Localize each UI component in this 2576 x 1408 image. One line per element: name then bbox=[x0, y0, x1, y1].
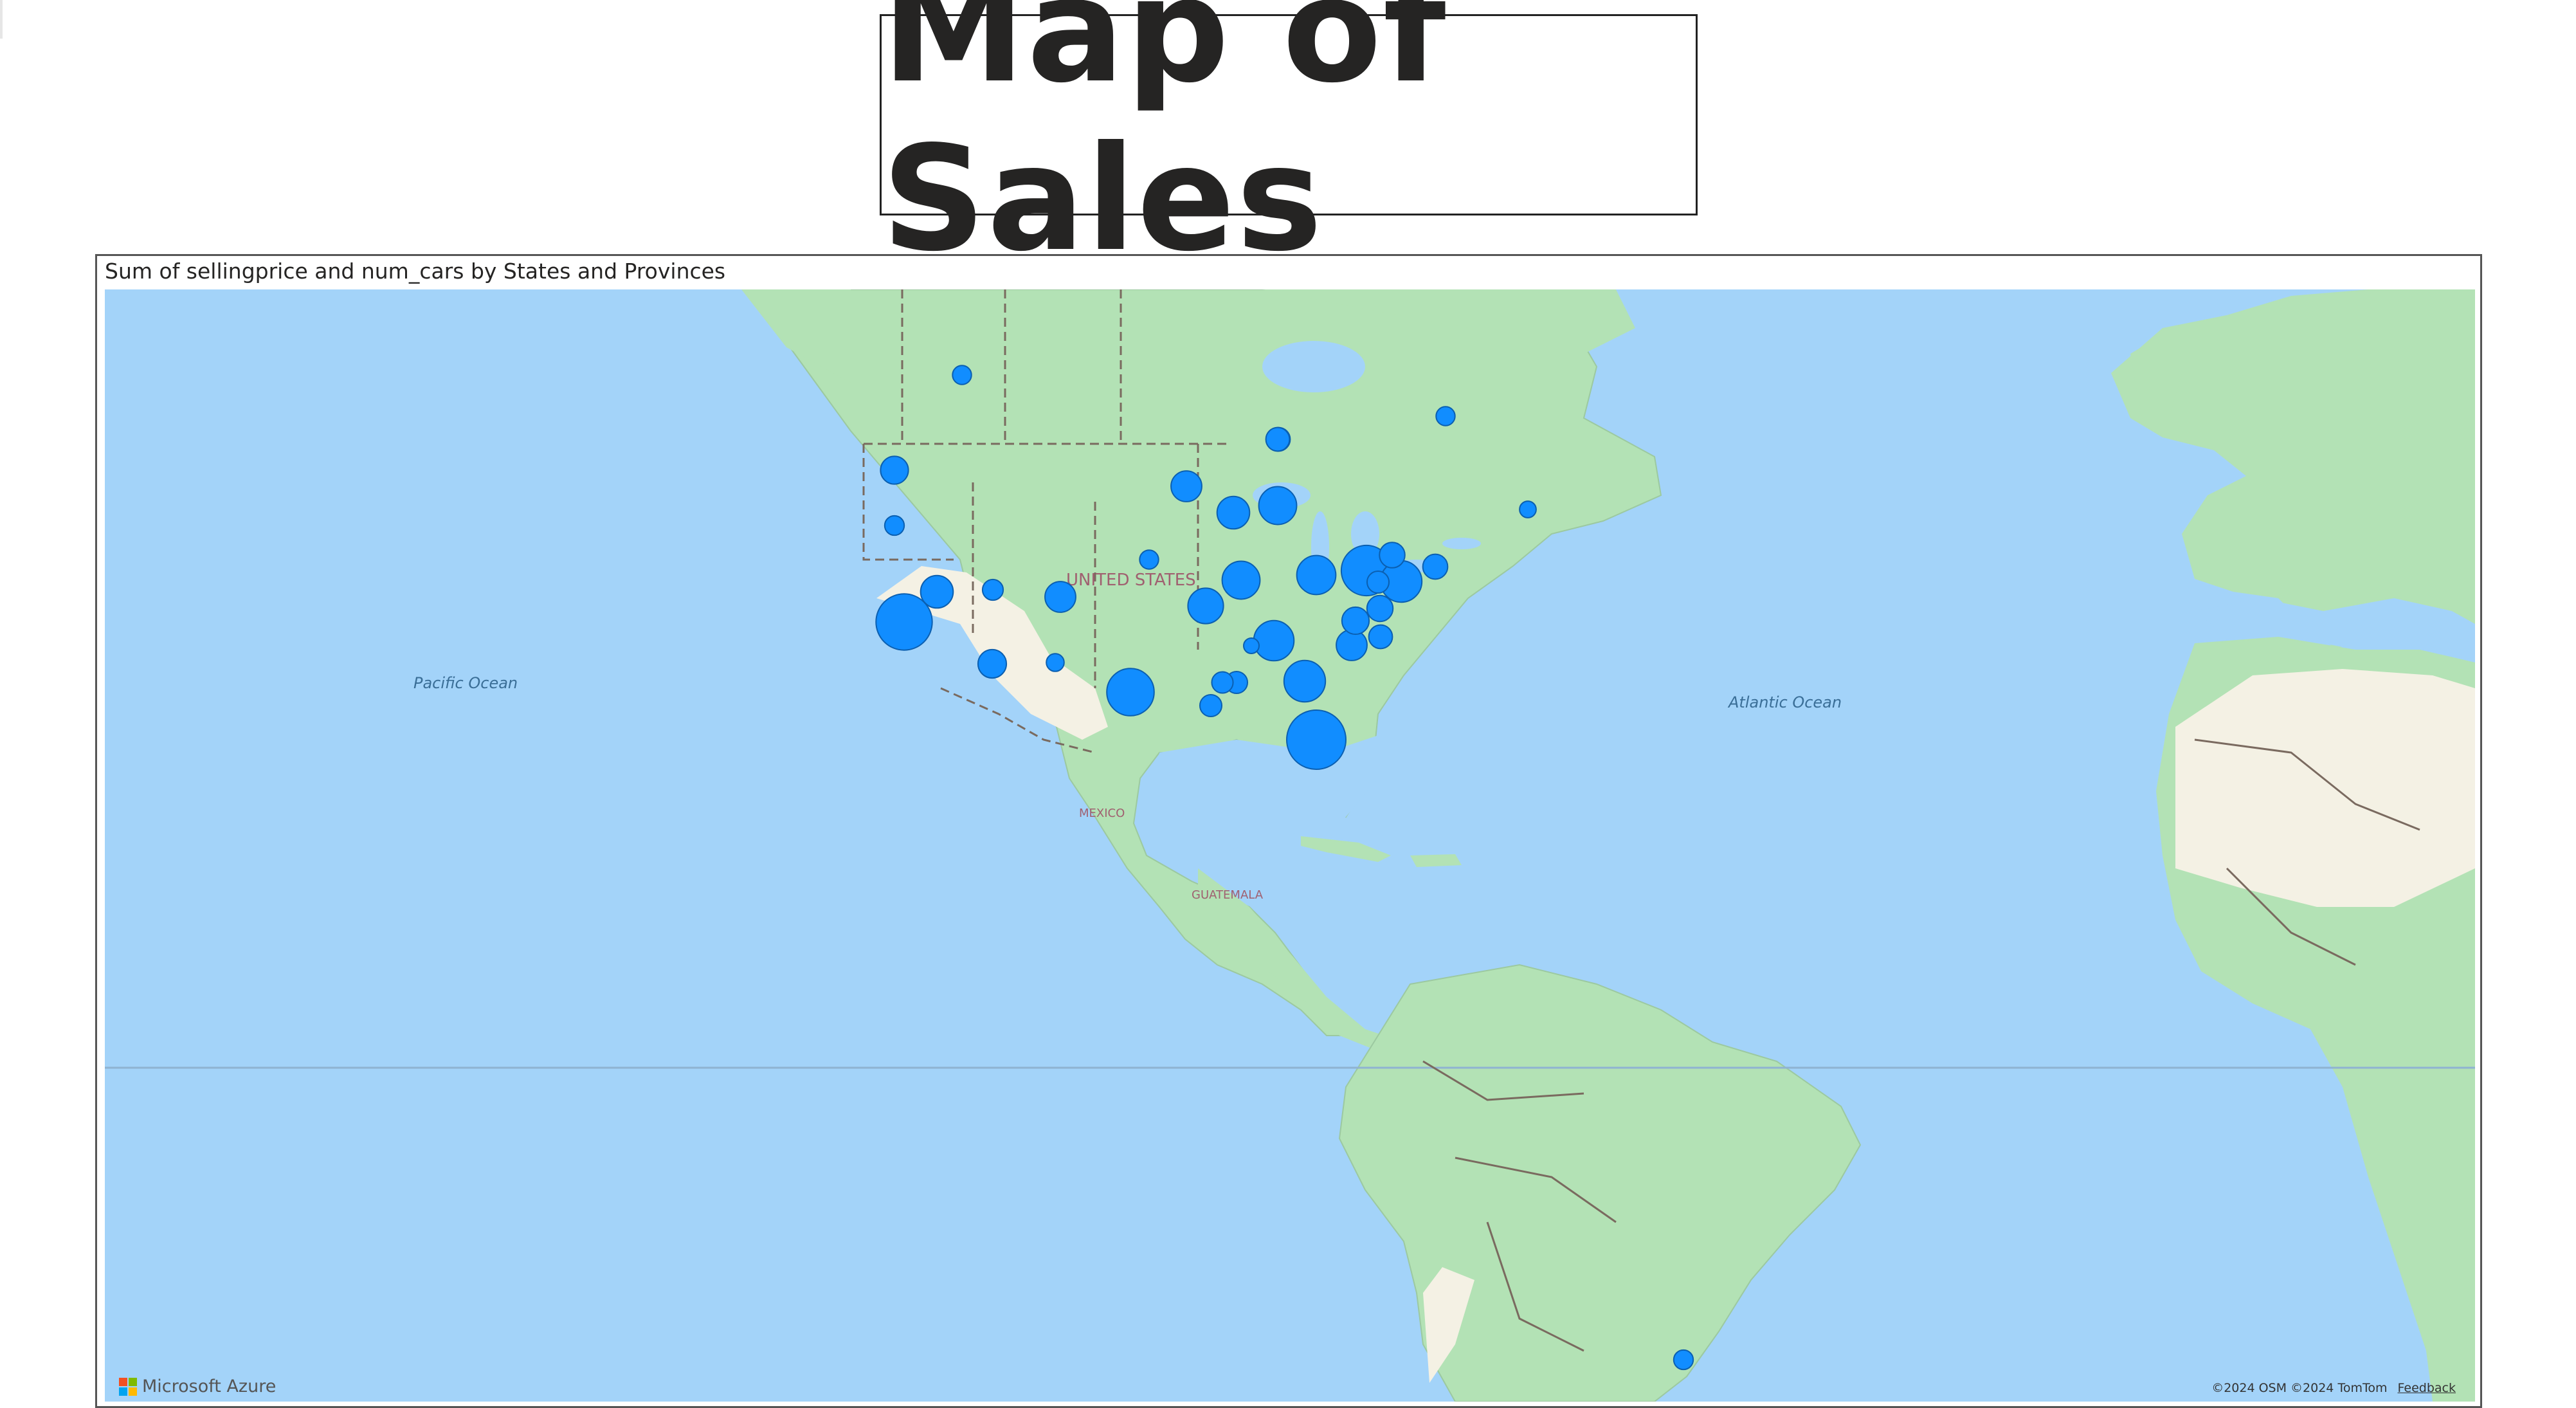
map-canvas[interactable]: Pacific Ocean Atlantic Ocean UNITED STAT… bbox=[105, 289, 2475, 1402]
mediterranean bbox=[2195, 598, 2475, 663]
bubble-minnesota[interactable] bbox=[1170, 470, 1202, 502]
bubble-utah[interactable] bbox=[981, 578, 1004, 601]
bubble-indiana[interactable] bbox=[1366, 570, 1390, 594]
hudson-bay bbox=[1262, 341, 1365, 392]
bubble-mississippi[interactable] bbox=[1211, 671, 1234, 694]
central-america bbox=[1198, 868, 1384, 1048]
arctic-landmass bbox=[1262, 289, 1635, 354]
bubble-missouri[interactable] bbox=[1187, 587, 1224, 625]
bubble-florida[interactable] bbox=[1286, 709, 1347, 770]
bubble-georgia[interactable] bbox=[1283, 659, 1327, 703]
attribution-text: ©2024 OSM ©2024 TomTom bbox=[2211, 1381, 2388, 1395]
map-svg[interactable]: Pacific Ocean Atlantic Ocean UNITED STAT… bbox=[105, 289, 2475, 1402]
lake-ontario bbox=[1442, 538, 1481, 549]
bubble-layer[interactable] bbox=[875, 365, 1694, 1371]
azure-brand-label: Microsoft Azure bbox=[142, 1376, 277, 1396]
north-america-landmass bbox=[747, 289, 1662, 1036]
bubble-quebec[interactable] bbox=[1435, 406, 1456, 426]
cuba bbox=[1301, 836, 1391, 862]
bubble-nova-scotia[interactable] bbox=[1519, 500, 1537, 518]
bubble-maryland[interactable] bbox=[1379, 542, 1406, 569]
bubble-nevada[interactable] bbox=[920, 574, 954, 609]
sahara bbox=[2175, 669, 2475, 907]
bubble-new-york[interactable] bbox=[1422, 553, 1449, 580]
hispaniola bbox=[1410, 854, 1462, 867]
guatemala-label: GUATEMALA bbox=[1192, 888, 1264, 902]
europe-landmass bbox=[2111, 289, 2475, 675]
bubble-ontario[interactable] bbox=[1265, 426, 1291, 452]
bubble-colorado[interactable] bbox=[1044, 581, 1076, 613]
bubble-texas[interactable] bbox=[1106, 668, 1155, 717]
map-attribution: ©2024 OSM ©2024 TomTom Feedback bbox=[2211, 1381, 2456, 1395]
bubble-oklahoma[interactable] bbox=[1139, 549, 1159, 570]
visual-title: Sum of sellingprice and num_cars by Stat… bbox=[105, 259, 726, 284]
atlantic-label: Atlantic Ocean bbox=[1727, 693, 1842, 711]
bubble-new-mexico[interactable] bbox=[1046, 653, 1065, 672]
usa-label: UNITED STATES bbox=[1066, 571, 1196, 590]
bubble-michigan[interactable] bbox=[1258, 486, 1298, 526]
bubble-washington[interactable] bbox=[880, 455, 909, 485]
bubble-ohio[interactable] bbox=[1296, 554, 1337, 596]
bubble-arizona[interactable] bbox=[977, 648, 1008, 679]
mexico-label: MEXICO bbox=[1079, 807, 1125, 820]
lake-huron bbox=[1351, 511, 1379, 556]
microsoft-logo-icon bbox=[119, 1377, 137, 1396]
bubble-illinois[interactable] bbox=[1221, 560, 1261, 600]
pacific-label: Pacific Ocean bbox=[413, 674, 518, 692]
azure-brand: Microsoft Azure bbox=[119, 1376, 276, 1396]
bubble-tennessee[interactable] bbox=[1253, 619, 1295, 662]
bubble-alberta[interactable] bbox=[952, 365, 972, 385]
feedback-link[interactable]: Feedback bbox=[2397, 1381, 2456, 1395]
sa-borders bbox=[1422, 738, 2420, 1352]
uk bbox=[2130, 334, 2182, 425]
nw-landmass bbox=[741, 289, 876, 386]
corner-marker bbox=[0, 0, 3, 39]
bubble-massachusetts[interactable] bbox=[1368, 624, 1393, 650]
bubble-california[interactable] bbox=[875, 593, 933, 651]
bubble-north-carolina[interactable] bbox=[1341, 606, 1370, 635]
bubble-arkansas[interactable] bbox=[1243, 637, 1260, 654]
page-title: Map of Sales bbox=[880, 0, 1698, 284]
borders bbox=[862, 289, 1230, 754]
map-visual[interactable]: Sum of sellingprice and num_cars by Stat… bbox=[95, 254, 2482, 1408]
south-america-dry bbox=[1423, 1267, 1474, 1383]
bubble-wisconsin[interactable] bbox=[1216, 495, 1251, 530]
bubble-oregon[interactable] bbox=[884, 515, 905, 536]
bubble-louisiana[interactable] bbox=[1199, 693, 1223, 718]
bubble-uruguay[interactable] bbox=[1673, 1349, 1694, 1371]
bubble-virginia[interactable] bbox=[1366, 594, 1394, 623]
